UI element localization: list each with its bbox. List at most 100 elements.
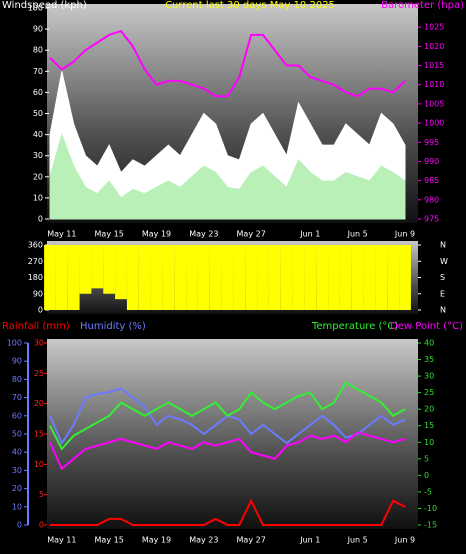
y2-tick-label: -10 [424,504,437,513]
y-tick-label: 30 [33,151,43,160]
series-line [50,498,406,526]
x-tick-label: Jun 5 [347,230,368,239]
direction-range [79,245,92,294]
direction-range [268,245,281,310]
direction-range [399,245,411,310]
x-tick-label: May 23 [189,230,218,239]
x-tick-label: May 27 [237,230,266,239]
barometer-line [49,29,406,98]
y3-tick-label: 15 [34,430,44,439]
y2-tick-label: 1005 [424,99,444,108]
y-tick-label: 10 [33,193,43,202]
y2-tick-label: 990 [424,157,439,166]
x-tick-label: May 15 [95,536,124,545]
y-tick-label: 270 [28,257,43,266]
y3-tick-label: 20 [34,399,44,408]
y-tick-label: 100 [7,339,22,348]
y-tick-label: 90 [12,357,22,366]
x-tick-label: May 11 [47,536,76,545]
y-tick-label: 100 [28,4,43,13]
y2-tick-label: 985 [424,176,439,185]
direction-range [375,245,388,310]
y2-tick-label: 35 [424,355,434,364]
y2-tick-label: 5 [424,454,429,463]
y2-tick-label: 1020 [424,42,444,51]
x-tick-label: Jun 1 [299,536,320,545]
y3-tick-label: 0 [39,521,44,530]
x-tick-label: Jun 9 [394,536,415,545]
y2-tick-label: N [440,306,446,315]
series-line [49,431,406,471]
direction-range [316,245,329,310]
x-tick-label: May 19 [142,230,171,239]
direction-range [209,245,222,310]
wind-area [49,132,406,220]
y2-tick-label: 10 [424,438,434,447]
y-tick-label: 90 [33,289,43,298]
y2-tick-label: 1000 [424,119,444,128]
y-tick-label: 20 [12,484,22,493]
direction-range [328,245,340,310]
y-tick-label: 0 [38,215,43,224]
direction-range [150,245,163,310]
y2-tick-label: 980 [424,195,439,204]
direction-range [280,245,293,310]
y-tick-label: 60 [12,411,22,420]
y-tick-label: 90 [33,25,43,34]
y-tick-label: 40 [33,130,43,139]
legend-label: Temperature (°C) [311,321,398,332]
y-tick-label: 30 [12,466,22,475]
direction-range [126,245,139,310]
y2-tick-label: -15 [424,521,437,530]
direction-range [233,245,246,310]
y3-tick-label: 5 [39,490,44,499]
y3-tick-label: 10 [34,460,44,469]
y2-tick-label: 15 [424,421,434,430]
y3-tick-label: 30 [34,339,44,348]
direction-range [91,245,104,289]
direction-range [197,245,210,310]
y-tick-label: 70 [12,393,22,402]
legend-label: Humidity (%) [80,321,146,332]
direction-range [115,245,127,300]
direction-range [292,245,305,310]
direction-range [339,245,352,310]
y2-tick-label: 1015 [424,61,444,70]
y-tick-label: 0 [38,306,43,315]
y-tick-label: 50 [33,109,43,118]
y2-tick-label: W [440,257,448,266]
y2-tick-label: 30 [424,372,434,381]
direction-range [103,245,116,294]
y-tick-label: 80 [12,375,22,384]
y-tick-label: 10 [12,502,22,511]
y2-axis-label: Barometer (hpa) [381,0,464,11]
y2-tick-label: 1025 [424,23,444,32]
direction-range [304,245,317,310]
x-tick-label: Jun 5 [347,536,368,545]
x-tick-label: Jun 9 [394,230,415,239]
y2-tick-label: 25 [424,388,434,397]
y2-tick-label: 995 [424,138,439,147]
direction-range [138,245,151,310]
direction-range [257,245,269,310]
direction-range [363,245,376,310]
x-tick-label: Jun 1 [299,230,320,239]
direction-range [162,245,175,310]
y-tick-label: 60 [33,88,43,97]
x-tick-label: May 15 [95,230,124,239]
y2-tick-label: E [440,289,445,298]
y-tick-label: 80 [33,46,43,55]
series-line [49,381,406,451]
y2-tick-label: 975 [424,215,439,224]
y2-tick-label: 40 [424,339,434,348]
direction-range [186,245,198,310]
direction-range [44,245,56,310]
direction-range [387,245,400,310]
legend-label: Rainfall (mm) [2,321,70,332]
y-tick-label: 40 [12,448,22,457]
direction-range [245,245,258,310]
x-tick-label: May 27 [237,536,266,545]
y-tick-label: 20 [33,172,43,181]
direction-range [351,245,364,310]
